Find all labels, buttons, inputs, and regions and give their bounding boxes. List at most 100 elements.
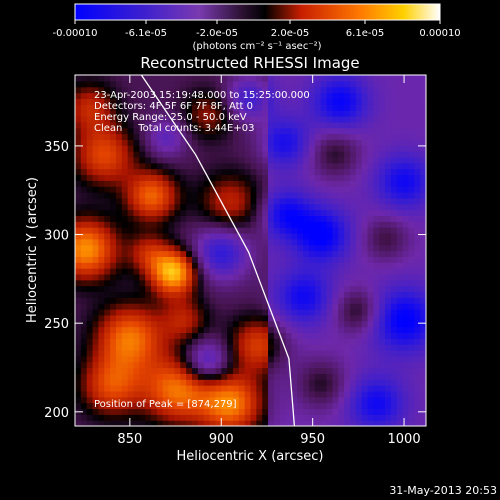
- heatmap-cell: [297, 244, 304, 252]
- heatmap-cell: [186, 180, 193, 187]
- heatmap-cell: [309, 402, 316, 410]
- heatmap-cell: [344, 121, 351, 129]
- heatmap-cell: [115, 232, 123, 240]
- heatmap-cell: [385, 151, 392, 158]
- heatmap-cell: [303, 408, 310, 415]
- heatmap-cell: [390, 115, 398, 123]
- heatmap-cell: [121, 80, 129, 88]
- heatmap-cell: [256, 396, 263, 404]
- heatmap-cell: [156, 127, 164, 135]
- heatmap-cell: [215, 156, 222, 164]
- x-tick-label: 950: [300, 432, 325, 447]
- heatmap-cell: [197, 174, 205, 181]
- heatmap-cell: [238, 104, 246, 111]
- heatmap-cell: [115, 221, 123, 228]
- heatmap-cell: [262, 332, 269, 339]
- heatmap-cell: [420, 203, 426, 211]
- heatmap-cell: [385, 332, 392, 339]
- heatmap-cell: [297, 250, 304, 257]
- heatmap-cell: [262, 390, 269, 398]
- heatmap-cell: [192, 174, 199, 181]
- heatmap-cell: [268, 221, 275, 228]
- heatmap-cell: [232, 86, 240, 94]
- heatmap-cell: [86, 367, 94, 374]
- heatmap-cell: [203, 156, 211, 164]
- heatmap-cell: [92, 133, 99, 140]
- heatmap-cell: [373, 414, 380, 421]
- heatmap-cell: [238, 92, 246, 99]
- heatmap-cell: [314, 110, 322, 117]
- heatmap-cell: [332, 192, 339, 199]
- heatmap-cell: [104, 127, 111, 135]
- heatmap-cell: [232, 268, 240, 275]
- heatmap-cell: [338, 355, 345, 363]
- heatmap-cell: [238, 215, 246, 222]
- heatmap-cell: [367, 414, 374, 421]
- heatmap-cell: [215, 86, 222, 94]
- heatmap-cell: [86, 320, 94, 328]
- heatmap-cell: [244, 373, 252, 380]
- heatmap-cell: [180, 209, 187, 216]
- heatmap-cell: [209, 326, 216, 333]
- heatmap-cell: [262, 186, 269, 193]
- heatmap-cell: [180, 92, 187, 99]
- heatmap-cell: [361, 244, 369, 252]
- heatmap-cell: [414, 151, 421, 158]
- heatmap-cell: [414, 303, 421, 310]
- y-tick-label: 250: [44, 317, 69, 332]
- heatmap-cell: [309, 326, 316, 333]
- heatmap-cell: [349, 75, 357, 82]
- heatmap-cell: [402, 250, 410, 257]
- heatmap-cell: [273, 133, 281, 140]
- heatmap-cell: [326, 215, 333, 222]
- heatmap-cell: [314, 238, 322, 246]
- heatmap-cell: [344, 326, 351, 333]
- heatmap-cell: [414, 115, 421, 123]
- heatmap-cell: [402, 385, 410, 392]
- heatmap-cell: [180, 268, 187, 275]
- heatmap-cell: [408, 139, 415, 146]
- heatmap-cell: [80, 344, 88, 351]
- heatmap-cell: [127, 361, 135, 369]
- heatmap-cell: [361, 303, 369, 310]
- heatmap-cell: [203, 361, 211, 369]
- heatmap-cell: [203, 332, 211, 339]
- heatmap-cell: [262, 86, 269, 94]
- heatmap-cell: [151, 379, 158, 386]
- heatmap-cell: [145, 355, 152, 363]
- heatmap-cell: [156, 197, 164, 205]
- heatmap-cell: [174, 279, 181, 287]
- heatmap-cell: [121, 221, 129, 228]
- heatmap-cell: [420, 98, 426, 105]
- heatmap-cell: [192, 291, 199, 298]
- heatmap-cell: [379, 121, 386, 129]
- heatmap-cell: [209, 186, 216, 193]
- heatmap-cell: [232, 414, 240, 421]
- heatmap-cell: [256, 291, 263, 298]
- heatmap-cell: [361, 98, 369, 105]
- heatmap-cell: [291, 314, 298, 322]
- heatmap-cell: [355, 209, 363, 216]
- heatmap-cell: [238, 250, 246, 257]
- heatmap-cell: [402, 309, 410, 316]
- heatmap-cell: [209, 361, 216, 369]
- heatmap-cell: [104, 250, 111, 257]
- heatmap-cell: [215, 92, 222, 99]
- heatmap-cell: [139, 168, 146, 176]
- heatmap-cell: [262, 162, 269, 170]
- heatmap-cell: [373, 133, 380, 140]
- heatmap-cell: [314, 262, 322, 269]
- heatmap-cell: [192, 396, 199, 404]
- heatmap-cell: [420, 338, 426, 345]
- heatmap-cell: [285, 80, 293, 88]
- heatmap-cell: [215, 279, 222, 287]
- heatmap-cell: [361, 92, 369, 99]
- heatmap-cell: [291, 279, 298, 287]
- heatmap-cell: [279, 355, 287, 363]
- heatmap-cell: [221, 256, 228, 263]
- heatmap-cell: [338, 367, 345, 374]
- heatmap-cell: [104, 162, 111, 170]
- heatmap-cell: [80, 75, 88, 82]
- heatmap-cell: [420, 396, 426, 404]
